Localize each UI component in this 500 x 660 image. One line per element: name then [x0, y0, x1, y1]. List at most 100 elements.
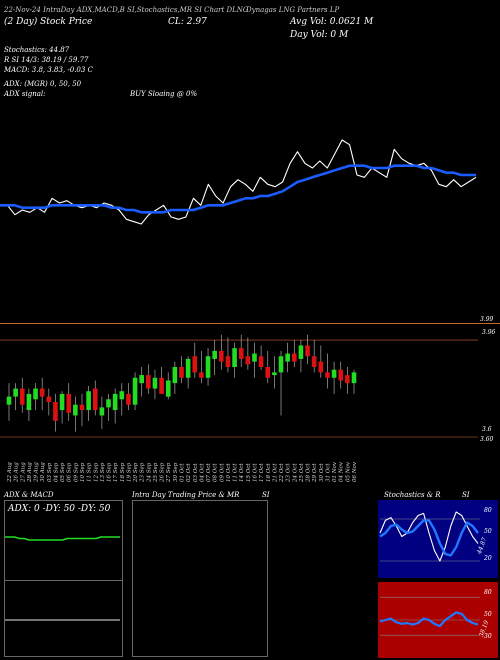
- date-tick-label: 02 Oct: [186, 463, 192, 482]
- date-tick-label: 04 Sep: [53, 462, 59, 482]
- date-tick-label: 19 Sep: [126, 462, 132, 482]
- date-tick-label: 03 Oct: [193, 463, 199, 482]
- rsi-tick-80: 80: [484, 589, 492, 596]
- candle-body: [278, 356, 284, 373]
- candle-body: [212, 350, 217, 359]
- date-tick-label: 27 Aug: [20, 462, 26, 483]
- date-tick-label: 24 Sep: [146, 462, 152, 483]
- candle-body: [205, 356, 211, 378]
- date-tick-label: 28 Oct: [306, 463, 312, 483]
- candle-body: [258, 356, 264, 367]
- date-tick-label: 15 Oct: [246, 463, 252, 482]
- candle-body: [66, 393, 72, 413]
- candle-body: [99, 407, 105, 416]
- date-tick-label: 10 Oct: [226, 463, 232, 482]
- candle-body: [126, 393, 131, 405]
- adx-panel: ADX: 0 -DY: 50 -DY: 50: [4, 500, 123, 657]
- date-tick-label: 22 Oct: [279, 463, 285, 483]
- date-tick-label: 23 Oct: [286, 463, 292, 483]
- rsi-tick-30: 30: [484, 633, 492, 640]
- rsi-tick-50: 50: [484, 611, 492, 618]
- date-tick-label: 10 Sep: [80, 462, 86, 482]
- stoch-d-line: [379, 519, 479, 557]
- intraday-panel-title: Intra Day Trading Price & MR: [132, 491, 240, 499]
- candle-body: [272, 372, 277, 376]
- date-tick-label: 25 Sep: [153, 462, 159, 483]
- candle-body: [146, 375, 151, 389]
- date-tick-label: 05 Nov: [345, 461, 351, 482]
- date-tick-label: 12 Sep: [93, 462, 99, 482]
- price-label-low: 3.6: [482, 426, 492, 433]
- date-tick-label: 08 Oct: [213, 463, 219, 482]
- ma-line: [0, 164, 476, 214]
- date-tick-label: 05 Sep: [60, 462, 66, 482]
- adx-signal: ADX signal:: [4, 90, 46, 98]
- price-line-chart: [0, 139, 477, 225]
- candle-body: [291, 353, 297, 362]
- candle-body: [338, 369, 344, 381]
- candle-body: [112, 393, 118, 411]
- candle-body: [6, 396, 12, 405]
- stoch-panel-title: Stochastics & R: [384, 491, 441, 499]
- candlestick-chart: [0, 334, 478, 438]
- price-label-high: 3.96: [482, 329, 496, 336]
- header-avg-vol: Avg Vol: 0.0621 M: [290, 17, 374, 27]
- candle-body: [298, 345, 304, 359]
- macd-value: MACD: 3.8, 3.83, -0.03 C: [4, 66, 93, 74]
- candle-body: [139, 375, 144, 384]
- date-tick-label: 26 Sep: [160, 462, 166, 483]
- rsi-line: [379, 611, 479, 628]
- adx-panel-title: ADX & MACD: [4, 491, 54, 499]
- stoch-tick-50: 50: [484, 528, 492, 535]
- candle-body: [252, 353, 257, 362]
- candle-body: [119, 391, 125, 400]
- date-tick-label: 11 Sep: [87, 462, 93, 482]
- candle-body: [165, 380, 171, 397]
- candle-body: [26, 393, 32, 411]
- candle-body: [199, 372, 204, 378]
- date-tick-label: 29 Aug: [34, 462, 40, 483]
- candle-body: [238, 348, 244, 359]
- stoch-tick-80: 80: [484, 507, 492, 514]
- candle-body: [59, 393, 65, 411]
- stoch-value: Stochastics: 44.87: [4, 46, 70, 54]
- intraday-panel-title-suffix: SI: [262, 491, 270, 499]
- date-tick-label: 06 Nov: [352, 461, 358, 482]
- header-day-vol: Day Vol: 0 M: [290, 30, 349, 40]
- date-tick-label: 01 Oct: [180, 463, 186, 482]
- date-tick-label: 04 Nov: [339, 461, 345, 482]
- stoch-rsi-chart: [379, 511, 480, 636]
- rsi-value: R SI 14/3: 38.19 / 59.77: [4, 56, 89, 64]
- header-codes: 22-Nov-24 IntraDay ADX,MACD,B SI,Stochas…: [4, 6, 249, 14]
- date-tick-label: 27 Sep: [166, 462, 172, 483]
- date-tick-label: 17 Sep: [113, 462, 119, 482]
- candle-body: [265, 367, 271, 378]
- date-tick-label: 17 Oct: [259, 463, 265, 482]
- date-tick-label: 16 Oct: [252, 463, 258, 482]
- candle-body: [33, 388, 38, 400]
- date-tick-label: 26 Aug: [14, 462, 20, 483]
- date-tick-label: 18 Sep: [120, 462, 126, 482]
- stoch-tick-20: 20: [484, 555, 492, 562]
- date-tick-label: 30 Sep: [173, 462, 179, 482]
- stoch-panel-title-suffix: SI: [462, 491, 470, 499]
- adx-panel-divider: [5, 580, 122, 581]
- adx-value: ADX: (MGR) 0, 50, 50: [4, 80, 82, 88]
- date-tick-label: 06 Sep: [67, 462, 73, 482]
- buy-signal: BUY Sloaing @ 0%: [130, 90, 198, 98]
- candle-body: [331, 369, 337, 378]
- date-tick-label: 29 Oct: [312, 463, 318, 483]
- candle-body: [192, 356, 198, 373]
- candle-body: [13, 388, 18, 397]
- candle-body: [92, 388, 98, 411]
- date-tick-label: 24 Oct: [292, 463, 298, 483]
- candle-body: [132, 377, 138, 405]
- candle-body: [318, 361, 324, 373]
- candle-body: [345, 375, 350, 384]
- date-tick-label: 23 Sep: [140, 462, 146, 483]
- candle-body: [325, 372, 330, 378]
- date-tick-label: 20 Sep: [133, 462, 139, 483]
- candle-body: [73, 404, 78, 416]
- candle-body: [79, 404, 85, 411]
- date-tick-label: 07 Oct: [206, 463, 212, 482]
